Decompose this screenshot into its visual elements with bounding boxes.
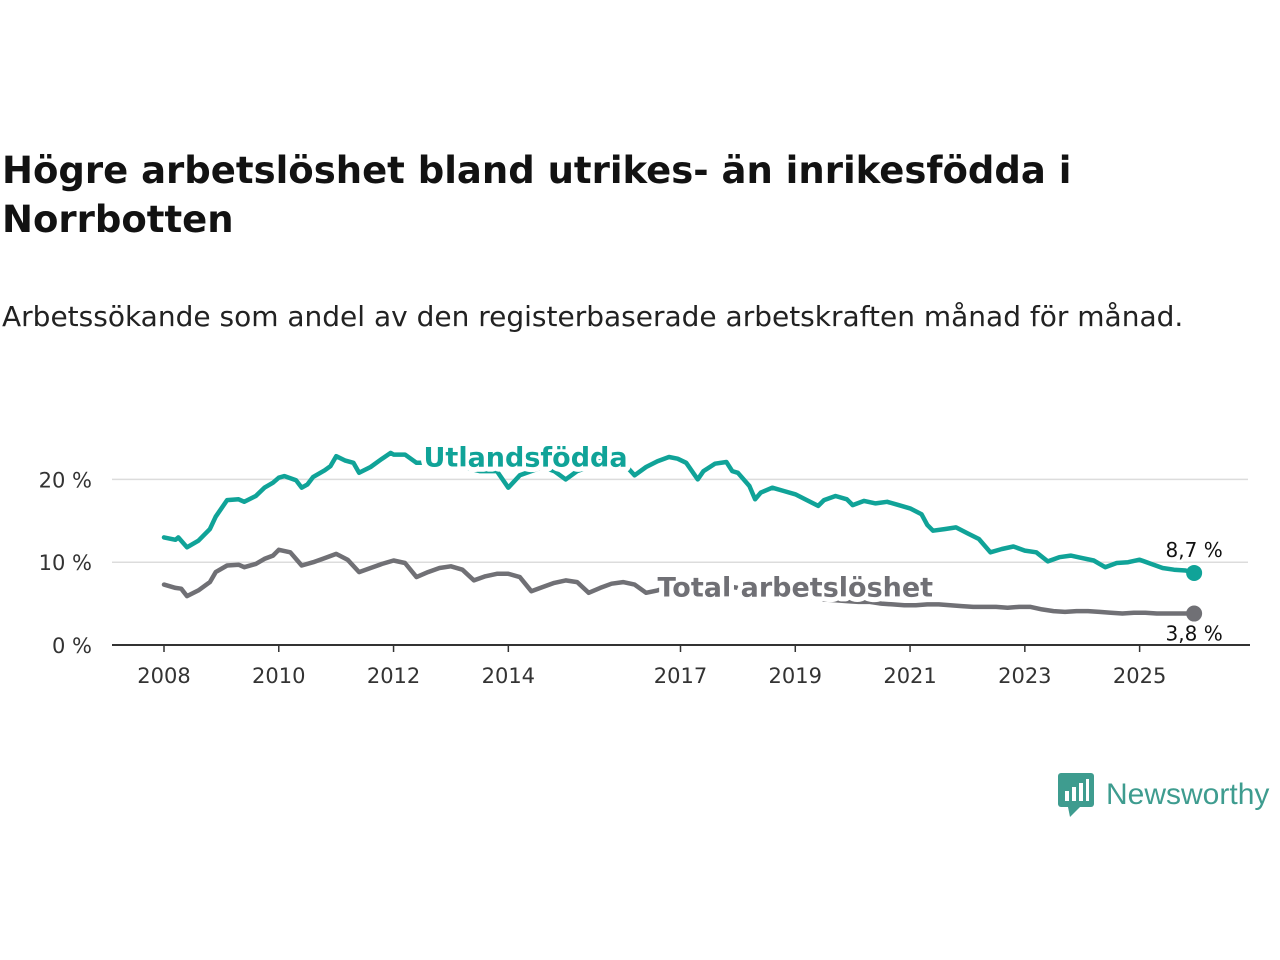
- x-tick-label: 2017: [654, 664, 707, 688]
- newsworthy-logo-icon: [1058, 773, 1094, 817]
- line-chart: 8,7 % 3,8 % Utlandsfödda Total arbetslöshet…: [39, 438, 1250, 688]
- x-tick-label: 2019: [769, 664, 822, 688]
- x-tick-label: 2010: [252, 664, 305, 688]
- x-tick-label: 2025: [1113, 664, 1166, 688]
- annotations: 8,7 % 3,8 % Utlandsfödda Total arbetslöshet: [418, 438, 1225, 648]
- series-end-point: [1186, 564, 1203, 581]
- newsworthy-logo: Newsworthy: [1058, 772, 1269, 818]
- series-line-utlandsfödda: [161, 450, 1197, 576]
- x-tick-label: 2023: [998, 664, 1051, 688]
- chart-subtitle: Arbetssökande som andel av den registerb…: [2, 300, 1184, 333]
- series-end-point: [1186, 605, 1203, 622]
- y-tick-label: 0 %: [52, 634, 92, 658]
- series-name-label: Utlandsfödda: [423, 443, 627, 474]
- series-lines: [161, 450, 1203, 622]
- y-tick-label: 10 %: [39, 551, 92, 575]
- x-tick-label: 2012: [367, 664, 420, 688]
- series-line-total-arbetslöshet: [161, 547, 1197, 616]
- axes: 0 % 10 % 20 % 2008 2010 2012 2014 2017 2019 2021 2…: [39, 468, 1250, 688]
- end-value-label: 3,8 %: [1166, 622, 1223, 646]
- x-tick-label: 2008: [137, 664, 190, 688]
- end-value-label: 8,7 %: [1166, 538, 1223, 562]
- x-tick-label: 2014: [482, 664, 535, 688]
- y-tick-label: 20 %: [39, 468, 92, 492]
- x-tick-label: 2021: [883, 664, 936, 688]
- series-name-label: Total arbetslöshet: [657, 573, 933, 604]
- brand-name: Newsworthy: [1106, 778, 1270, 811]
- chart-title: Högre arbetslöshet bland utrikes- än inr…: [2, 149, 1072, 241]
